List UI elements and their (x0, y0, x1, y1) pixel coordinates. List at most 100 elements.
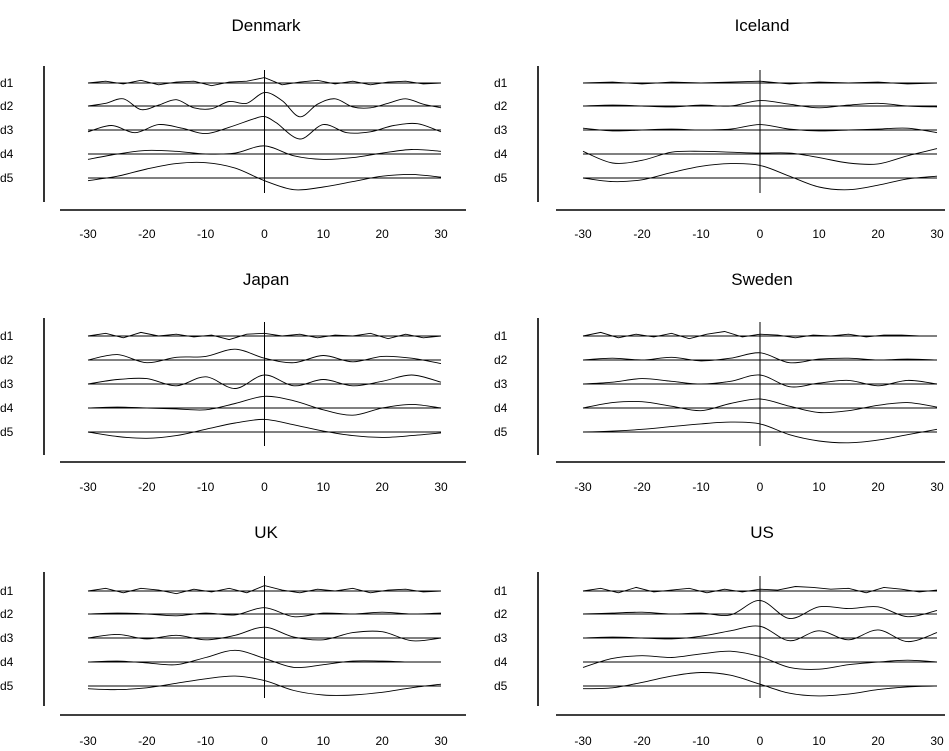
x-tick-label: 20 (871, 480, 885, 494)
series-line-d5 (87, 418, 442, 439)
x-tick-label: -10 (197, 480, 215, 494)
row-label-d4: d4 (494, 655, 508, 669)
series-line-d1 (582, 586, 938, 594)
row-label-d3: d3 (0, 123, 14, 137)
x-tick-label: 30 (930, 480, 944, 494)
x-tick-label: 0 (261, 480, 268, 494)
x-tick-label: -10 (197, 227, 215, 241)
x-tick-label: -30 (79, 480, 97, 494)
x-tick-label: 20 (871, 227, 885, 241)
x-tick-label: 20 (375, 480, 389, 494)
row-label-d4: d4 (0, 147, 14, 161)
row-label-d3: d3 (0, 631, 14, 645)
row-label-d2: d2 (0, 99, 14, 113)
series-line-d3 (582, 124, 938, 134)
x-tick-label: -30 (79, 734, 97, 748)
series-line-d2 (582, 600, 938, 619)
x-tick-label: 10 (317, 227, 331, 241)
x-tick-label: -30 (574, 480, 592, 494)
x-tick-label: -10 (692, 734, 710, 748)
x-tick-label: 20 (871, 734, 885, 748)
row-label-d1: d1 (494, 329, 508, 343)
x-tick-label: 10 (812, 734, 826, 748)
x-tick-label: 10 (812, 227, 826, 241)
row-label-d5: d5 (494, 679, 508, 693)
x-tick-label: -20 (633, 227, 651, 241)
row-label-d2: d2 (0, 607, 14, 621)
row-label-d4: d4 (0, 401, 14, 415)
row-label-d4: d4 (0, 655, 14, 669)
x-tick-label: 10 (317, 734, 331, 748)
panel-title: Denmark (232, 16, 301, 35)
x-tick-label: -20 (633, 734, 651, 748)
panel-title: UK (254, 523, 278, 542)
x-tick-label: -10 (692, 480, 710, 494)
x-tick-label: 0 (261, 227, 268, 241)
panel-title: Japan (243, 270, 289, 289)
series-line-d1 (87, 77, 442, 87)
x-tick-label: -20 (138, 480, 156, 494)
series-line-d2 (582, 100, 938, 109)
x-tick-label: 20 (375, 227, 389, 241)
series-line-d5 (87, 161, 442, 191)
series-line-d3 (87, 374, 442, 389)
series-line-d5 (582, 421, 938, 444)
panel-title: Iceland (735, 16, 790, 35)
row-label-d1: d1 (0, 584, 14, 598)
row-label-d4: d4 (494, 147, 508, 161)
x-tick-label: -20 (138, 734, 156, 748)
row-label-d1: d1 (0, 329, 14, 343)
x-tick-label: -10 (197, 734, 215, 748)
series-line-d3 (87, 626, 442, 642)
series-line-d4 (582, 650, 938, 670)
x-tick-label: 30 (434, 734, 448, 748)
panel-title: Sweden (731, 270, 792, 289)
panel-title: US (750, 523, 774, 542)
panel-iceland: Iceland -30 -20 -10 0 10 20 30 d1 d2 d3 d4 d5 (494, 16, 945, 241)
series-line-d4 (87, 145, 442, 160)
series-line-d2 (87, 92, 442, 118)
panel-japan: Japan -30 -20 -10 0 10 20 30 d1 d2 d3 d4 d5 (0, 270, 466, 494)
row-label-d5: d5 (0, 679, 14, 693)
row-label-d1: d1 (0, 76, 14, 90)
row-label-d3: d3 (0, 377, 14, 391)
series-line-d5 (582, 163, 938, 191)
series-line-d4 (582, 398, 938, 414)
series-line-d4 (87, 649, 442, 669)
series-line-d2 (87, 607, 442, 618)
row-label-d4: d4 (494, 401, 508, 415)
series-line-d3 (582, 625, 938, 643)
series-line-d1 (87, 331, 442, 341)
x-tick-label: 0 (261, 734, 268, 748)
row-label-d5: d5 (0, 425, 14, 439)
row-label-d2: d2 (0, 353, 14, 367)
x-tick-label: 10 (812, 480, 826, 494)
x-tick-label: 10 (317, 480, 331, 494)
series-line-d4 (582, 148, 938, 165)
x-tick-label: -30 (574, 227, 592, 241)
row-label-d2: d2 (494, 607, 508, 621)
x-tick-label: 20 (375, 734, 389, 748)
x-tick-label: 0 (757, 227, 764, 241)
series-line-d5 (582, 672, 938, 697)
row-label-d3: d3 (494, 123, 508, 137)
x-tick-label: -30 (79, 227, 97, 241)
series-line-d1 (582, 80, 938, 85)
x-tick-label: 30 (930, 734, 944, 748)
series-line-d5 (87, 675, 442, 696)
series-line-d4 (87, 395, 442, 416)
series-line-d3 (87, 115, 442, 140)
series-line-d1 (582, 331, 937, 340)
panel-us: US -30 -20 -10 0 10 20 30 d1 d2 d3 d4 d5 (494, 523, 945, 748)
row-label-d5: d5 (494, 425, 508, 439)
x-tick-label: 30 (434, 480, 448, 494)
series-line-d1 (87, 585, 442, 595)
x-tick-label: -10 (692, 227, 710, 241)
x-tick-label: -30 (574, 734, 592, 748)
panel-uk: UK -30 -20 -10 0 10 20 30 d1 d2 d3 d4 d5 (0, 523, 466, 748)
row-label-d3: d3 (494, 377, 508, 391)
panel-sweden: Sweden -30 -20 -10 0 10 20 30 d1 d2 d3 d4 d5 (494, 270, 945, 494)
x-tick-label: 0 (757, 734, 764, 748)
series-line-d2 (582, 352, 938, 364)
